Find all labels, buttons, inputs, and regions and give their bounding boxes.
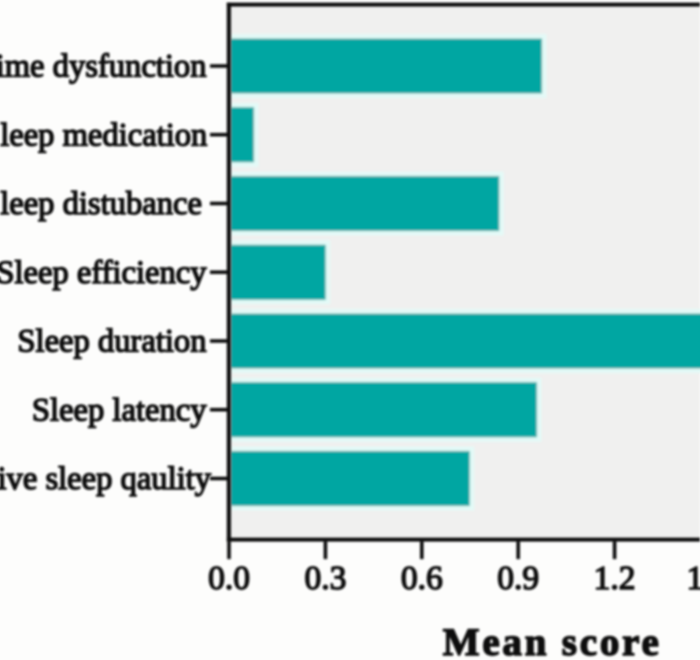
svg-text:leep medication: leep medication <box>0 117 207 153</box>
svg-text:leep distubance: leep distubance <box>0 186 202 222</box>
svg-text:1.2: 1.2 <box>594 560 636 597</box>
svg-text:Mean score: Mean score <box>443 621 662 660</box>
svg-text:ive sleep qaulity: ive sleep qaulity <box>0 461 212 497</box>
svg-text:Sleep efficiency: Sleep efficiency <box>0 255 207 291</box>
svg-text:Sleep duration: Sleep duration <box>17 324 206 360</box>
svg-text:Sleep latency: Sleep latency <box>32 392 207 428</box>
svg-text:Daytime dysfunction: Daytime dysfunction <box>0 49 207 85</box>
svg-text:0.9: 0.9 <box>497 560 539 597</box>
svg-text:0.0: 0.0 <box>208 560 250 597</box>
svg-text:1.5: 1.5 <box>687 560 700 597</box>
svg-text:0.3: 0.3 <box>304 560 346 597</box>
svg-text:0.6: 0.6 <box>401 560 443 597</box>
